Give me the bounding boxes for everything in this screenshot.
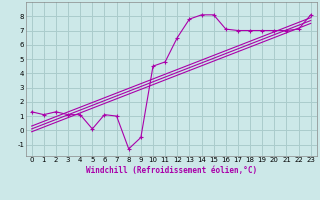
X-axis label: Windchill (Refroidissement éolien,°C): Windchill (Refroidissement éolien,°C) [86, 166, 257, 175]
